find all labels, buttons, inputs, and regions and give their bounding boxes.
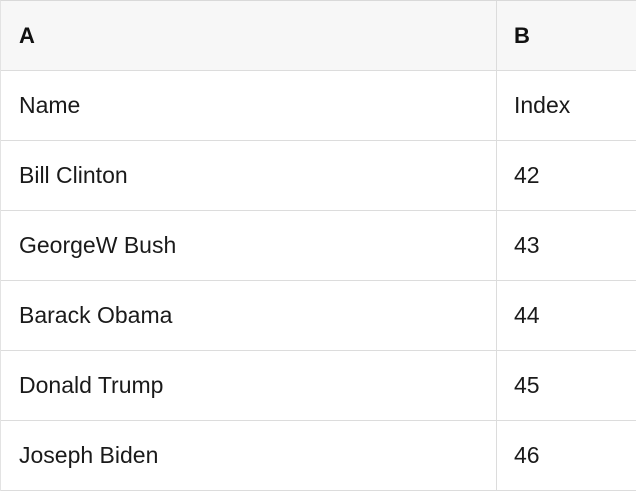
cell-name-header[interactable]: Name	[1, 71, 497, 141]
cell-name[interactable]: GeorgeW Bush	[1, 211, 497, 281]
cell-name[interactable]: Barack Obama	[1, 281, 497, 351]
cell-name[interactable]: Bill Clinton	[1, 141, 497, 211]
cell-index[interactable]: 45	[497, 351, 636, 421]
cell-index[interactable]: 43	[497, 211, 636, 281]
cell-name[interactable]: Joseph Biden	[1, 421, 497, 491]
cell-index-header[interactable]: Index	[497, 71, 636, 141]
table-row: Bill Clinton 42	[1, 141, 636, 211]
table-row: Joseph Biden 46	[1, 421, 636, 491]
column-header-b[interactable]: B	[497, 1, 636, 71]
column-header-row: A B	[1, 1, 636, 71]
table-row: Name Index	[1, 71, 636, 141]
cell-index[interactable]: 44	[497, 281, 636, 351]
table-row: Barack Obama 44	[1, 281, 636, 351]
table-row: Donald Trump 45	[1, 351, 636, 421]
cell-index[interactable]: 42	[497, 141, 636, 211]
table-row: GeorgeW Bush 43	[1, 211, 636, 281]
cell-name[interactable]: Donald Trump	[1, 351, 497, 421]
column-header-a[interactable]: A	[1, 1, 497, 71]
cell-index[interactable]: 46	[497, 421, 636, 491]
